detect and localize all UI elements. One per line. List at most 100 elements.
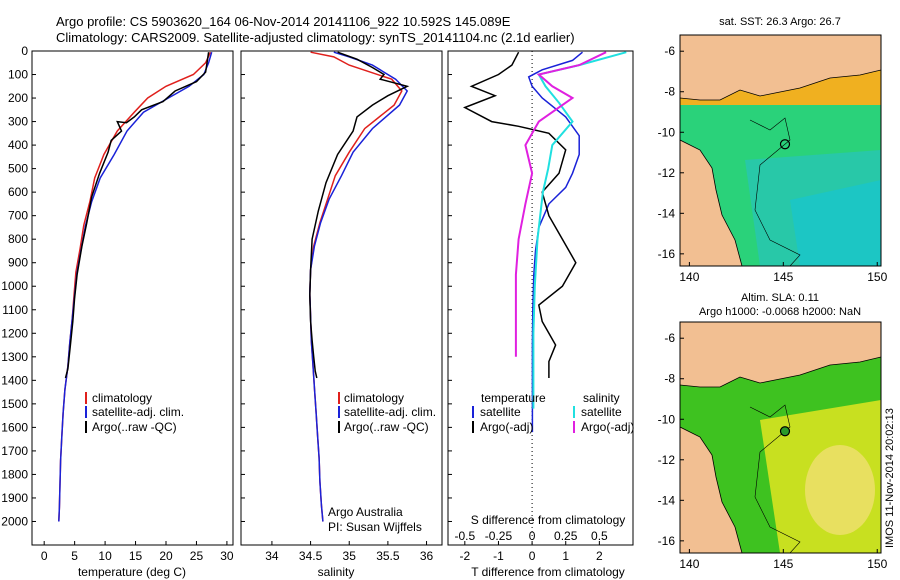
depth-tick-label: 1800 [1, 467, 28, 481]
salinity-depth-ticks [241, 50, 245, 522]
depth-tick-label: 600 [8, 185, 28, 199]
salinity-tick-label: 35 [343, 549, 357, 563]
latitude-tick-label: -8 [664, 85, 675, 99]
salinity-argo-line [309, 51, 410, 379]
latitude-tick-label: -8 [664, 372, 675, 386]
salinity-legend: climatology satellite-adj. clim. Argo(..… [338, 391, 436, 434]
sst-teal-patch [790, 180, 881, 266]
temperature-axes-frame [31, 50, 234, 546]
t-diff-argo-line [462, 51, 577, 378]
difference-panel: -2 -1 0 1 2 -0.5 -0.25 0 0.25 0.5 temperature sa… [447, 50, 634, 579]
depth-tick-label: 1100 [2, 303, 28, 317]
legend-label-satellite: satellite-adj. clim. [344, 405, 436, 419]
bathymetry-contour [749, 404, 801, 553]
legend-header-salinity: salinity [583, 391, 620, 405]
temperature-tick-label: 25 [190, 549, 204, 563]
latitude-tick-label: -10 [658, 412, 676, 426]
s-difference-tick-label: -0.25 [485, 529, 513, 543]
salinity-axes-frame [240, 50, 443, 546]
depth-tick-label: 1300 [1, 350, 28, 364]
t-difference-tick-label: 2 [596, 549, 603, 563]
temperature-legend: climatology satellite-adj. clim. Argo(..… [85, 391, 184, 434]
temperature-tick-label: 5 [71, 549, 78, 563]
depth-tick-label: 1600 [1, 420, 28, 434]
sst-map-title: sat. SST: 26.3 Argo: 26.7 [719, 16, 841, 28]
depth-tick-label: 1700 [1, 444, 28, 458]
sla-map-frame [679, 321, 882, 554]
t-difference-axis: -2 -1 0 1 2 [459, 541, 603, 563]
salinity-axis: 34 34.5 35 35.5 36 [265, 541, 434, 563]
latitude-tick-label: -16 [658, 247, 676, 261]
depth-tick-label: 900 [8, 256, 28, 270]
longitude-tick-label: 145 [773, 557, 793, 571]
longitude-tick-label: 145 [773, 270, 793, 284]
latitude-tick-label: -6 [664, 331, 675, 345]
t-difference-tick-label: -1 [493, 549, 504, 563]
salinity-tick-label: 35.5 [376, 549, 400, 563]
depth-tick-label: 1000 [1, 279, 28, 293]
salinity-satellite-line [309, 51, 409, 522]
salinity-tick-label: 36 [420, 549, 434, 563]
sla-map-axes: 140 145 150 -6 -8 -10 -12 -14 -16 [658, 331, 888, 571]
latitude-tick-label: -12 [658, 166, 676, 180]
legend-header-temperature: temperature [481, 391, 546, 405]
cape-york-land [680, 427, 742, 553]
depth-tick-label: 400 [8, 138, 28, 152]
temperature-satellite-line [58, 51, 213, 522]
difference-legend: temperature satellite Argo(-adj) salinit… [472, 391, 634, 434]
latitude-tick-label: -16 [658, 534, 676, 548]
depth-tick-label: 0 [21, 44, 28, 58]
latitude-tick-label: -6 [664, 44, 675, 58]
salinity-annotation-line1: Argo Australia [328, 505, 403, 519]
sla-peak [805, 445, 875, 535]
s-difference-tick-label: 0.5 [591, 529, 608, 543]
difference-axes-frame [447, 50, 634, 546]
t-difference-tick-label: 1 [562, 549, 569, 563]
depth-tick-label: 100 [8, 68, 28, 82]
sla-map-title: Altim. SLA: 0.11 [741, 292, 819, 304]
new-guinea-coast [680, 69, 881, 101]
depth-tick-label: 700 [8, 209, 28, 223]
s-difference-tick-label: -0.5 [454, 529, 475, 543]
salinity-annotation-line2: PI: Susan Wijffels [328, 520, 422, 534]
salinity-xlabel: salinity [318, 565, 355, 579]
legend-label-climatology: climatology [92, 391, 152, 405]
salinity-tick-label: 34 [265, 549, 279, 563]
t-diff-satellite-line [527, 51, 583, 433]
sst-map-frame [679, 34, 882, 267]
depth-tick-label: 1200 [1, 326, 28, 340]
difference-depth-ticks [448, 50, 452, 522]
longitude-tick-label: 150 [867, 557, 887, 571]
legend-label-t-argo: Argo(-adj) [480, 420, 533, 434]
figure-title-line1: Argo profile: CS 5903620_164 06-Nov-2014… [56, 14, 511, 29]
new-guinea-land [680, 35, 881, 100]
depth-tick-label: 1500 [1, 397, 28, 411]
legend-label-argo: Argo(..raw -QC) [92, 420, 177, 434]
cape-york-coast [680, 426, 743, 553]
salinity-panel: 34 34.5 35 35.5 36 climatology satellite-adj… [240, 50, 443, 579]
t-difference-tick-label: -2 [459, 549, 470, 563]
depth-tick-label: 1900 [1, 491, 28, 505]
s-difference-label: S difference from climatology [471, 513, 626, 527]
temperature-tick-label: 0 [41, 549, 48, 563]
cape-york-coast [680, 139, 743, 266]
latitude-tick-label: -14 [658, 206, 676, 220]
depth-tick-label: 1400 [1, 373, 28, 387]
latitude-tick-label: -12 [658, 453, 676, 467]
latitude-tick-label: -14 [658, 493, 676, 507]
depth-tick-label: 200 [8, 91, 28, 105]
temperature-argo-line [64, 52, 210, 379]
longitude-tick-label: 140 [679, 270, 699, 284]
legend-label-s-argo: Argo(-adj) [581, 420, 634, 434]
temperature-xlabel: temperature (deg C) [78, 565, 186, 579]
s-difference-axis: -0.5-0.2500.250.5 [454, 529, 608, 543]
legend-label-t-satellite: satellite [480, 405, 521, 419]
new-guinea-coast [680, 356, 881, 388]
t-difference-tick-label: 0 [529, 549, 536, 563]
legend-label-satellite: satellite-adj. clim. [92, 405, 184, 419]
temperature-tick-label: 10 [98, 549, 112, 563]
t-difference-xlabel: T difference from climatology [471, 565, 625, 579]
depth-axis: 0 100 200 300 400 500 600 700 800 900 1000 1100 1200… [1, 44, 36, 528]
temperature-tick-label: 20 [159, 549, 173, 563]
